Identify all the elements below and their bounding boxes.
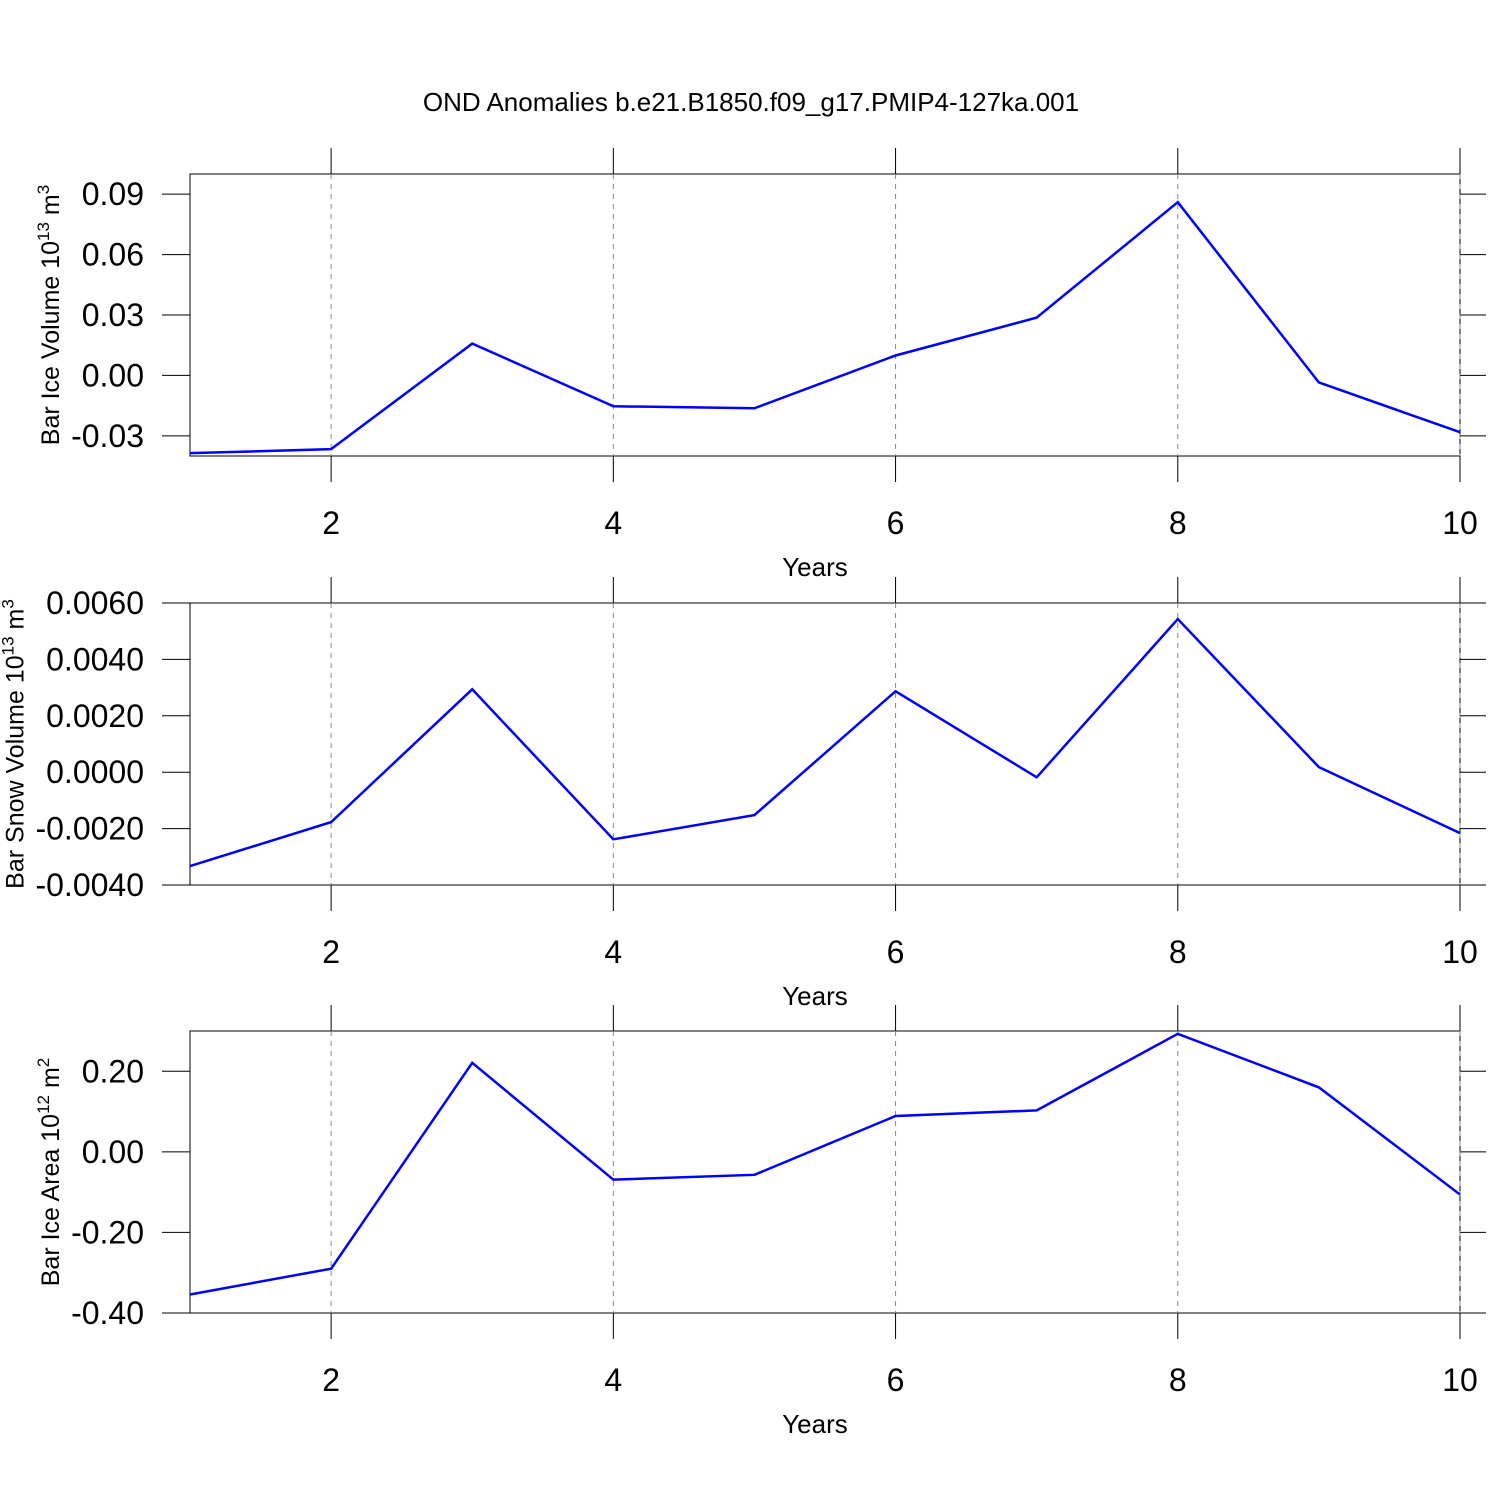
y-axis-label: Bar Ice Area 1012 m2 (34, 1058, 65, 1287)
figure-title: OND Anomalies b.e21.B1850.f09_g17.PMIP4-… (423, 87, 1079, 117)
y-axis-label-unit-exponent: 2 (34, 1058, 53, 1067)
y-tick-label: 0.0040 (46, 641, 144, 677)
y-axis-label-unit-exponent: 3 (34, 185, 53, 194)
x-tick-label: 2 (322, 505, 340, 541)
y-axis-label-exponent: 13 (34, 222, 53, 241)
x-tick-label: 10 (1442, 934, 1478, 970)
data-line (189, 200, 1461, 455)
x-tick-label: 2 (322, 934, 340, 970)
y-axis-label-exponent: 12 (34, 1095, 53, 1114)
y-tick-label: 0.06 (82, 237, 144, 273)
x-tick-label: 2 (322, 1362, 340, 1398)
y-tick-label: 0.0000 (46, 754, 144, 790)
y-axis-label-unit: m (37, 1067, 65, 1095)
y-axis-label-unit-exponent: 3 (0, 599, 17, 608)
y-axis-label-exponent: 13 (0, 636, 17, 655)
x-tick-label: 4 (604, 1362, 622, 1398)
y-axis-label-text: Bar Snow Volume 10 (1, 655, 29, 888)
y-axis-label-text: Bar Ice Area 10 (37, 1114, 65, 1286)
y-tick-label: -0.0040 (35, 867, 144, 903)
y-tick-label: 0.00 (82, 1134, 144, 1170)
x-tick-label: 6 (887, 505, 905, 541)
x-tick-label: 4 (604, 934, 622, 970)
x-tick-label: 8 (1169, 934, 1187, 970)
plot-frame (189, 602, 1461, 886)
x-axis-label: Years (782, 1409, 848, 1439)
y-tick-label: -0.0020 (35, 811, 144, 847)
y-tick-label: 0.0060 (46, 585, 144, 621)
y-axis-label-unit: m (1, 609, 29, 637)
x-tick-label: 6 (887, 934, 905, 970)
x-tick-label: 10 (1442, 505, 1478, 541)
y-tick-label: 0.00 (82, 357, 144, 393)
x-tick-label: 6 (887, 1362, 905, 1398)
y-tick-label: -0.03 (71, 418, 144, 454)
plot-frame (189, 1030, 1461, 1314)
x-tick-label: 8 (1169, 1362, 1187, 1398)
data-line (189, 1032, 1461, 1296)
y-tick-label: 0.09 (82, 176, 144, 212)
y-tick-label: 0.03 (82, 297, 144, 333)
x-axis-label: Years (782, 552, 848, 582)
y-axis-label: Bar Snow Volume 1013 m3 (0, 599, 29, 889)
x-tick-label: 10 (1442, 1362, 1478, 1398)
y-axis-label: Bar Ice Volume 1013 m3 (34, 185, 65, 445)
y-tick-label: -0.20 (71, 1214, 144, 1250)
y-axis-label-unit: m (37, 194, 65, 222)
x-tick-label: 4 (604, 505, 622, 541)
y-tick-label: 0.20 (82, 1053, 144, 1089)
x-axis-label: Years (782, 981, 848, 1011)
y-tick-label: -0.40 (71, 1295, 144, 1331)
x-tick-label: 8 (1169, 505, 1187, 541)
y-tick-label: 0.0020 (46, 698, 144, 734)
data-line (189, 617, 1461, 868)
y-axis-label-text: Bar Ice Volume 10 (37, 241, 65, 445)
